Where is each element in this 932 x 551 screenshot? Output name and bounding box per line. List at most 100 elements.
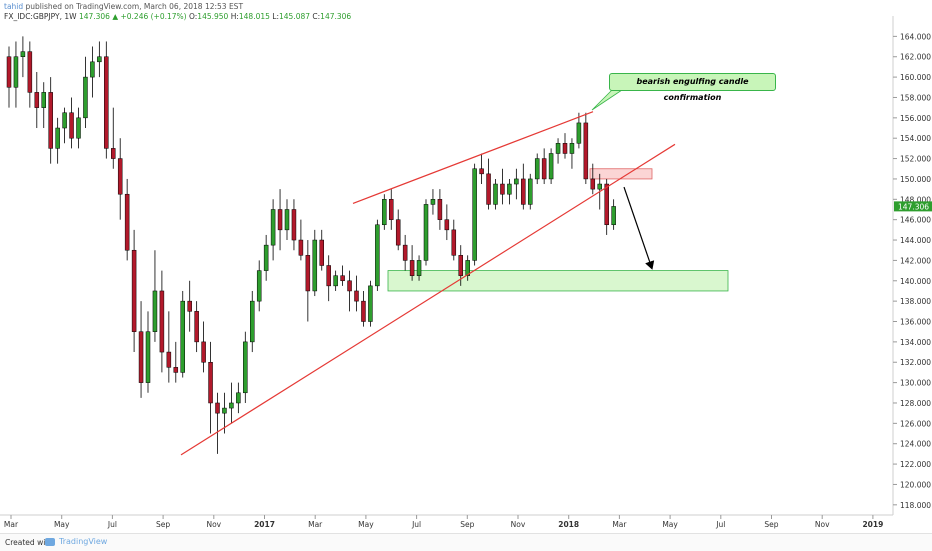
close-label: C: [312, 12, 321, 21]
candle [48, 77, 53, 164]
candle [521, 163, 526, 210]
candle [548, 148, 554, 185]
candle-body [409, 260, 415, 276]
price-chart[interactable]: 118.000 120.000 122.000 124.000 126.000 128.0… [0, 0, 932, 533]
candle [291, 199, 297, 251]
candle [451, 219, 457, 261]
candle [493, 178, 498, 210]
candle [534, 153, 540, 185]
candle [90, 46, 95, 98]
projection-arrow-line [623, 186, 655, 270]
price-tick-label: 132.000 [900, 358, 931, 367]
candle [83, 56, 88, 129]
candle-body [347, 280, 352, 292]
candle [124, 178, 130, 261]
candle-body [486, 173, 491, 205]
candle [395, 209, 401, 251]
time-tick-label: 2018 [558, 520, 579, 529]
trendlines[interactable] [180, 89, 676, 456]
candle [236, 382, 241, 414]
candle [104, 41, 109, 159]
time-tick-label: 2019 [862, 520, 883, 529]
price-tick-label: 138.000 [900, 297, 931, 306]
projection-arrow [623, 186, 655, 270]
candle-body [444, 219, 450, 231]
candle [284, 199, 290, 241]
candle-body [604, 183, 609, 226]
candle [340, 265, 345, 286]
candle [62, 107, 67, 144]
candle [569, 138, 575, 169]
candle [263, 234, 269, 281]
candle-body [13, 56, 19, 88]
candle [528, 173, 533, 210]
candle [382, 194, 387, 230]
candle [222, 392, 227, 434]
candle-body [173, 367, 179, 373]
candle [138, 301, 144, 398]
candle-body [145, 331, 151, 383]
candle [333, 270, 338, 291]
candle [472, 163, 477, 266]
candle [562, 133, 568, 159]
time-tick-label: Nov [815, 520, 830, 529]
candle-body [326, 265, 331, 287]
candle-body [479, 168, 484, 175]
tradingview-brand[interactable]: TradingView [59, 537, 108, 546]
candle-body [208, 361, 213, 404]
candle-body [361, 300, 366, 322]
candle [368, 280, 373, 327]
candle-body [215, 402, 220, 414]
candle [187, 280, 192, 332]
candle-body [333, 275, 338, 287]
candle [180, 290, 185, 378]
price-tick-label: 156.000 [900, 114, 931, 123]
zones [387, 168, 729, 292]
candle [298, 219, 304, 261]
wedge-resistance-line [352, 111, 594, 204]
candle-body [430, 199, 436, 205]
candle-body [500, 183, 505, 195]
candle-body [104, 56, 109, 149]
candle [117, 138, 123, 220]
candle-body [562, 143, 568, 154]
price-tick-label: 142.000 [900, 256, 931, 265]
price-tick-label: 128.000 [900, 399, 931, 408]
candle [20, 36, 26, 78]
price-tick-label: 158.000 [900, 93, 931, 102]
candle-body [451, 229, 457, 256]
candle-body [389, 199, 394, 220]
author-name[interactable]: tahid [4, 2, 24, 11]
price-change: 147.306 ▲ +0.246 (+0.17%) [78, 12, 187, 21]
candle [41, 82, 46, 129]
publish-line: tahid published on TradingView.com, Marc… [4, 2, 351, 12]
price-tick-label: 162.000 [900, 53, 931, 62]
candle-body [548, 153, 554, 180]
high-value: 148.015 [238, 12, 270, 21]
candle-body [597, 183, 602, 190]
candle-body [41, 92, 46, 108]
open-value: 145.950 [197, 12, 229, 21]
price-axis[interactable]: 118.000 120.000 122.000 124.000 126.000 128.0… [892, 16, 932, 515]
candle [319, 229, 324, 271]
candle-body [229, 402, 234, 409]
candle-body [493, 183, 498, 205]
candle [166, 311, 172, 383]
candle-body [277, 209, 283, 231]
symbol-label: FX_IDC:GBPJPY, 1W [4, 12, 77, 21]
candle [34, 72, 40, 129]
candle-body [465, 260, 470, 276]
candle [430, 189, 436, 215]
candle [416, 255, 422, 281]
annotation-callout[interactable]: bearish engulfing candle confirmation [609, 73, 776, 102]
candle [402, 234, 408, 271]
candle-body [534, 158, 540, 180]
candle-body [222, 407, 227, 414]
candle-body [76, 117, 81, 139]
price-tick-label: 134.000 [900, 338, 931, 347]
candle [590, 163, 596, 195]
price-tick-label: 154.000 [900, 134, 931, 143]
time-axis[interactable]: Mar May Jul Sep Nov 2017 Mar May Jul Sep Nov 2018 Ma… [0, 514, 893, 529]
candle-body [250, 300, 255, 343]
candle [76, 107, 81, 149]
